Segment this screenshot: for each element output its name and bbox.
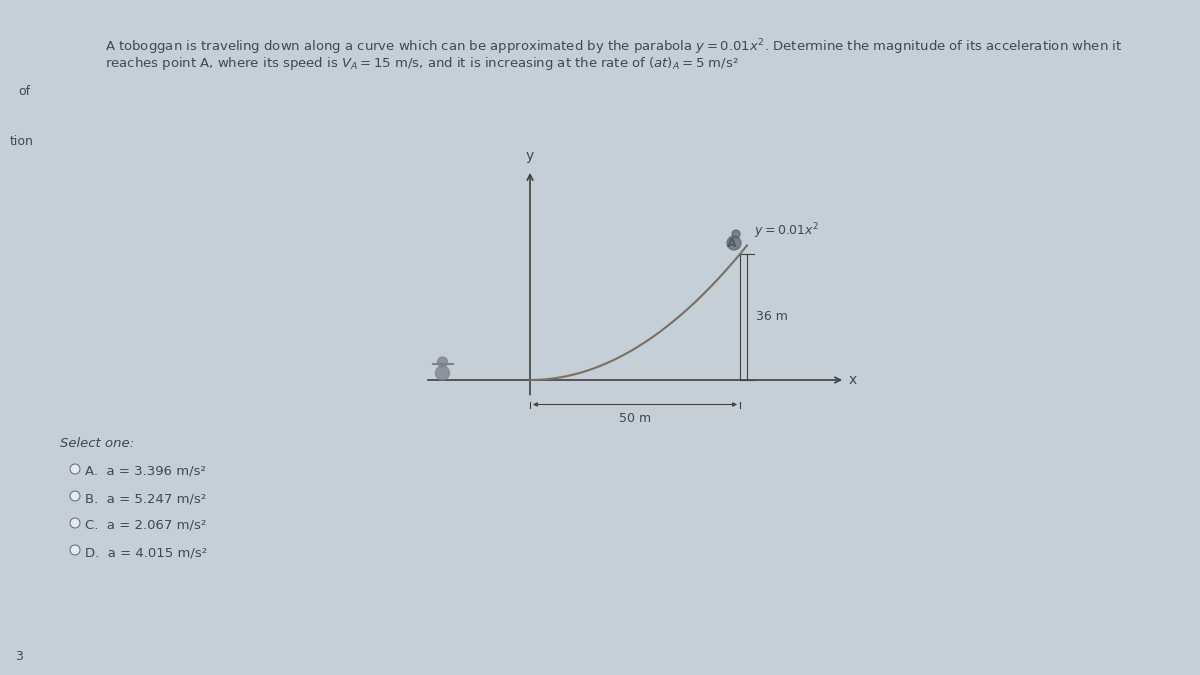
Circle shape	[727, 236, 742, 250]
Circle shape	[732, 230, 740, 238]
Text: C.  a = 2.067 m/s²: C. a = 2.067 m/s²	[85, 519, 206, 532]
Circle shape	[436, 366, 450, 380]
Text: tion: tion	[10, 135, 34, 148]
Text: A toboggan is traveling down along a curve which can be approximated by the para: A toboggan is traveling down along a cur…	[106, 37, 1122, 57]
Text: B.  a = 5.247 m/s²: B. a = 5.247 m/s²	[85, 492, 206, 505]
Text: Select one:: Select one:	[60, 437, 134, 450]
Circle shape	[70, 491, 80, 501]
Circle shape	[70, 545, 80, 555]
Text: of: of	[18, 85, 30, 98]
Text: x: x	[848, 373, 857, 387]
Text: A.  a = 3.396 m/s²: A. a = 3.396 m/s²	[85, 465, 206, 478]
Text: D.  a = 4.015 m/s²: D. a = 4.015 m/s²	[85, 546, 208, 559]
Circle shape	[70, 464, 80, 474]
Circle shape	[70, 518, 80, 528]
Text: $y = 0.01x^2$: $y = 0.01x^2$	[754, 222, 820, 242]
Text: 36 m: 36 m	[756, 310, 787, 323]
Text: 3: 3	[14, 650, 23, 663]
Circle shape	[438, 357, 448, 367]
Text: reaches point A, where its speed is $V_A = 15$ m/s, and it is increasing at the : reaches point A, where its speed is $V_A…	[106, 55, 739, 72]
Text: 50 m: 50 m	[619, 412, 652, 425]
Text: y: y	[526, 149, 534, 163]
Text: A: A	[727, 237, 737, 250]
